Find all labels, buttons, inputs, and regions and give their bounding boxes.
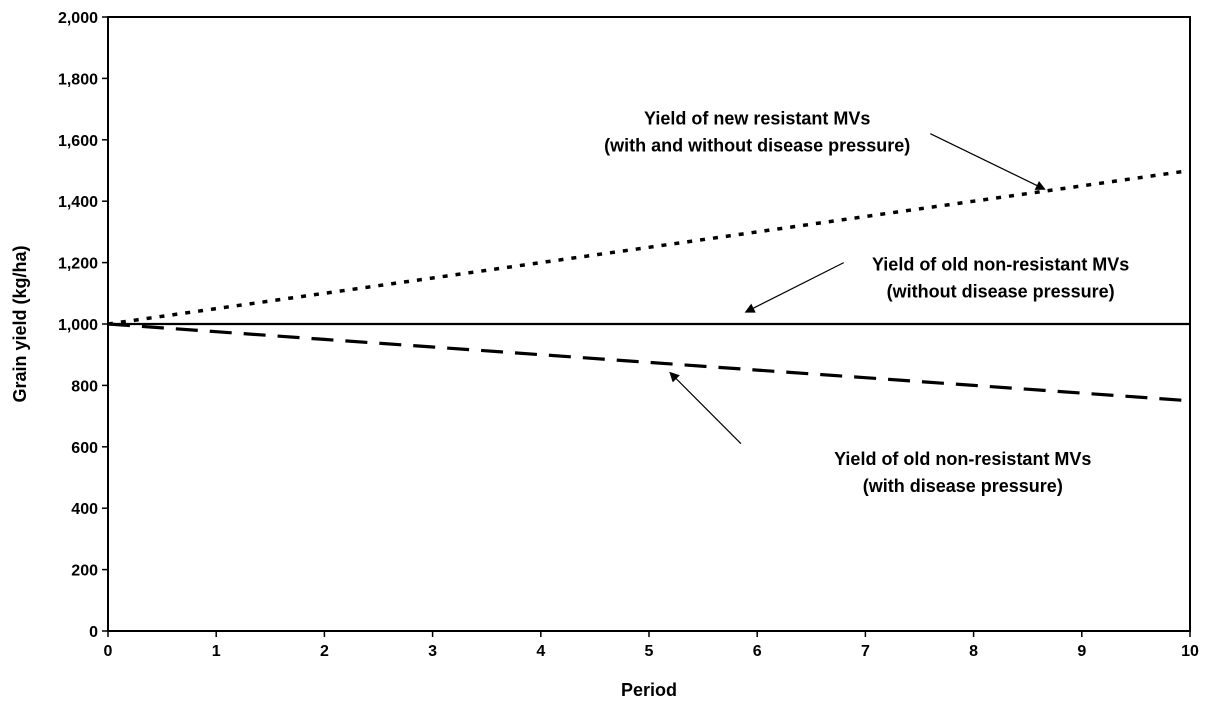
annotation-label: (with disease pressure) bbox=[863, 476, 1063, 496]
annotation-label: Yield of new resistant MVs bbox=[644, 108, 870, 128]
annotation-label: Yield of old non-resistant MVs bbox=[872, 254, 1129, 274]
y-tick-label: 1,000 bbox=[58, 317, 98, 334]
series-line-dashed bbox=[107, 322, 1191, 403]
x-tick-label: 4 bbox=[536, 643, 545, 660]
y-tick-label: 1,600 bbox=[58, 133, 98, 150]
axis-layer: 0 200 400 600 800 1,000 1,200 1,400 1,600 1,800 2,… bbox=[58, 10, 1199, 660]
y-tick-label: 0 bbox=[89, 624, 98, 641]
annotation-label: (without disease pressure) bbox=[887, 281, 1115, 301]
x-tick-label: 1 bbox=[212, 643, 221, 660]
x-tick-label: 3 bbox=[428, 643, 437, 660]
x-tick-label: 6 bbox=[753, 643, 762, 660]
y-tick-label: 200 bbox=[71, 563, 98, 580]
series-layer bbox=[107, 168, 1191, 403]
x-tick-label: 8 bbox=[969, 643, 978, 660]
x-tick-label: 9 bbox=[1077, 643, 1086, 660]
y-tick-label: 600 bbox=[71, 440, 98, 457]
x-tick-label: 0 bbox=[104, 643, 113, 660]
y-tick-label: 400 bbox=[71, 501, 98, 518]
y-axis-title: Grain yield (kg/ha) bbox=[10, 245, 30, 402]
x-tick-label: 2 bbox=[320, 643, 329, 660]
x-tick-label: 7 bbox=[861, 643, 870, 660]
y-tick-label: 1,800 bbox=[58, 71, 98, 88]
annotation-arrow bbox=[669, 371, 742, 445]
annotation-arrow bbox=[930, 133, 1046, 190]
x-axis-title: Period bbox=[621, 680, 677, 700]
annotation-arrow bbox=[744, 262, 845, 313]
y-tick-label: 800 bbox=[71, 378, 98, 395]
x-tick-label: 5 bbox=[645, 643, 654, 660]
x-tick-label: 10 bbox=[1181, 643, 1199, 660]
series-line-dotted bbox=[107, 168, 1191, 326]
y-tick-label: 1,200 bbox=[58, 256, 98, 273]
annotation-label: Yield of old non-resistant MVs bbox=[834, 449, 1091, 469]
y-tick-label: 1,400 bbox=[58, 194, 98, 211]
annotation-layer: Yield of new resistant MVs (with and with… bbox=[604, 108, 1129, 496]
annotation-label: (with and without disease pressure) bbox=[604, 135, 910, 155]
y-tick-label: 2,000 bbox=[58, 10, 98, 27]
